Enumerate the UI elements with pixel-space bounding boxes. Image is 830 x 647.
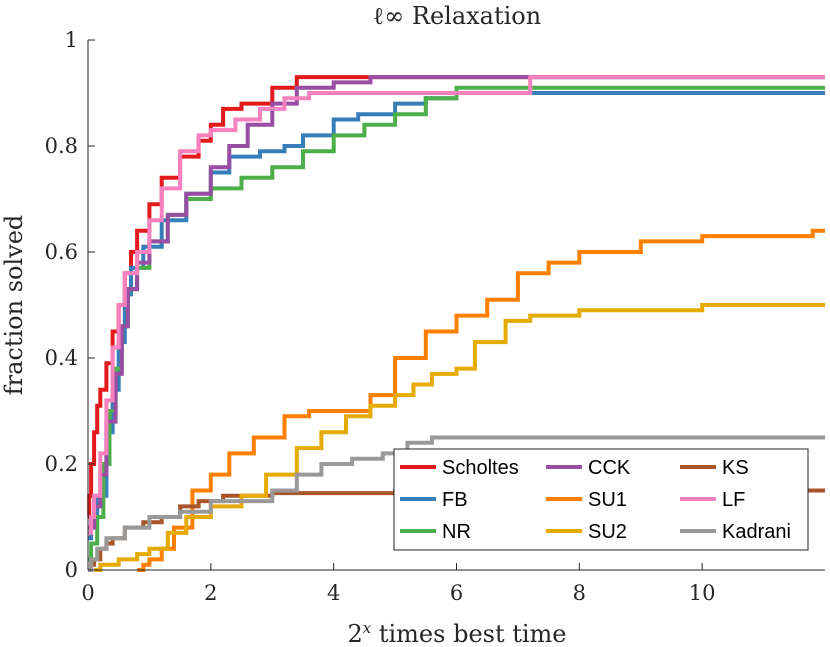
legend-label-su2: SU2 [588, 521, 627, 543]
legend: Scholtes CCK KS FB SU1 LF NR SU2 Kadrani [393, 448, 809, 551]
y-tick-label: 0.8 [45, 134, 78, 158]
x-tick-label: 10 [689, 581, 716, 605]
legend-label-fb: FB [442, 489, 468, 511]
series-line-su1 [137, 228, 825, 572]
legend-label-nr: NR [442, 521, 471, 543]
legend-label-scholtes: Scholtes [442, 457, 519, 479]
x-tick-label: 4 [327, 581, 340, 605]
x-tick-label: 2 [204, 581, 217, 605]
x-tick-label: 8 [573, 581, 586, 605]
y-tick-label: 0 [65, 558, 78, 582]
x-axis-label: 2x times best time [347, 619, 566, 647]
ticks-group: 0 2 4 6 8 10 0 0.2 0.4 0.6 0.8 1 [45, 28, 716, 605]
series-line-lf [88, 75, 825, 535]
series-line-su2 [94, 303, 825, 572]
x-axis-label-superscript: x [363, 619, 372, 637]
y-tick-label: 0.6 [45, 240, 78, 264]
legend-label-ks: KS [722, 457, 749, 479]
series-line-kadrani [88, 435, 825, 572]
legend-label-kadrani: Kadrani [722, 521, 791, 543]
legend-label-su1: SU1 [588, 489, 627, 511]
chart-title: ℓ∞ Relaxation [373, 2, 541, 30]
y-axis-label: fraction solved [0, 215, 28, 396]
y-tick-label: 0.4 [45, 346, 78, 370]
legend-box [393, 448, 809, 551]
x-tick-label: 6 [450, 581, 463, 605]
x-axis-label-rest: times best time [371, 620, 566, 647]
series-group [87, 75, 825, 572]
legend-label-cck: CCK [588, 457, 631, 479]
y-tick-label: 1 [65, 28, 78, 52]
x-axis-label-base: 2 [347, 620, 362, 647]
y-tick-label: 0.2 [45, 452, 78, 476]
x-tick-label: 0 [81, 581, 94, 605]
legend-label-lf: LF [722, 489, 745, 511]
